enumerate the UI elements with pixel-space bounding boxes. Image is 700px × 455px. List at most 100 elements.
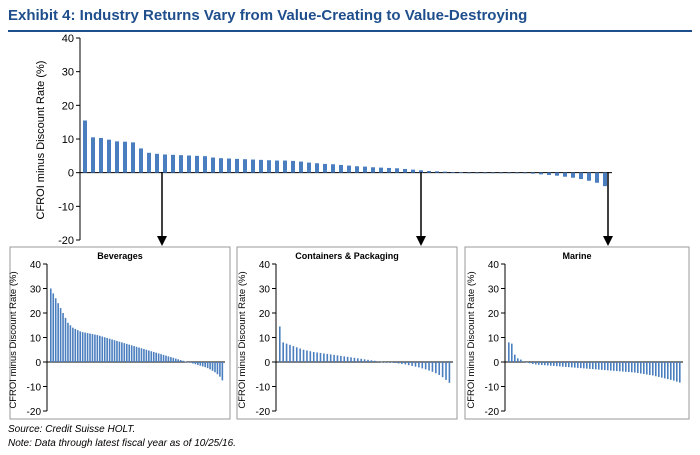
containers-bar <box>397 362 400 364</box>
main-bar <box>147 152 151 173</box>
main-bar <box>115 141 119 173</box>
marine-bar <box>598 362 600 370</box>
beverages-bar <box>54 298 57 362</box>
marine-bar <box>511 343 513 362</box>
main-bar <box>155 153 159 173</box>
marine-bar <box>634 362 636 373</box>
beverages-bar <box>192 362 194 364</box>
containers-bar <box>448 362 451 383</box>
main-bar <box>355 166 359 173</box>
marine-bar <box>640 362 642 374</box>
marine-bar <box>652 362 654 376</box>
main-bar <box>531 172 535 174</box>
marine-bar <box>592 362 594 370</box>
main-y-tick-label: -20 <box>58 235 74 247</box>
main-bar <box>547 172 551 176</box>
main-bar <box>259 159 263 173</box>
marine-bar <box>517 358 519 362</box>
main-bar <box>323 163 327 173</box>
marine-bar <box>553 362 555 366</box>
source-note: Source: Credit Suisse HOLT. <box>8 424 136 435</box>
beverages-bar <box>121 342 123 362</box>
beverages-bar <box>67 322 69 362</box>
main-bar <box>211 157 215 173</box>
marine-y-tick-label: 30 <box>488 285 500 296</box>
beverages-bar <box>143 349 145 362</box>
data-note: Note: Data through latest fiscal year as… <box>8 438 236 449</box>
beverages-bar <box>74 328 77 362</box>
marine-bar <box>547 362 549 366</box>
main-bar <box>403 168 407 173</box>
containers-panel-border <box>236 246 458 420</box>
beverages-bar <box>52 293 55 362</box>
main-bar <box>163 154 167 173</box>
beverages-bar <box>116 340 118 362</box>
containers-bar <box>363 359 366 362</box>
containers-bar <box>343 356 346 362</box>
main-bar <box>275 160 279 173</box>
marine-bar <box>526 362 528 363</box>
beverages-bar <box>91 334 94 362</box>
marine-y-tick-label: -20 <box>485 407 500 418</box>
beverages-y-tick-label: -10 <box>27 383 42 394</box>
main-bar <box>283 160 287 173</box>
containers-bar <box>370 360 373 362</box>
containers-bar <box>346 356 349 362</box>
main-bar <box>419 170 423 173</box>
beverages-bar <box>194 362 197 365</box>
beverages-bar <box>189 362 192 363</box>
beverages-bar <box>94 334 96 362</box>
main-bar <box>499 172 503 174</box>
containers-bar <box>282 342 284 362</box>
beverages-bar <box>199 362 202 366</box>
beverages-bar <box>174 358 177 362</box>
marine-bar <box>529 362 531 364</box>
main-y-tick-label: 30 <box>62 67 74 79</box>
beverages-bar <box>209 362 211 370</box>
main-bar <box>331 164 335 173</box>
containers-bar <box>299 348 301 362</box>
beverages-bar <box>140 348 143 362</box>
marine-bar <box>679 362 681 383</box>
main-bar <box>123 141 127 173</box>
marine-y-tick-label: 20 <box>488 309 500 320</box>
beverages-bar <box>197 362 199 365</box>
main-bar <box>523 172 527 174</box>
marine-bar <box>631 362 633 373</box>
beverages-bar <box>50 288 52 362</box>
main-bar <box>179 155 183 173</box>
containers-chart: Containers & Packaging 40 30 20 10 0 -10 -20 CFR… <box>236 246 458 420</box>
main-bar <box>475 172 479 174</box>
main-bar <box>299 161 303 173</box>
containers-bar <box>333 354 335 362</box>
beverages-bar <box>172 357 175 362</box>
arrow-to-marine <box>603 172 613 246</box>
marine-bar <box>577 362 579 368</box>
beverages-bar <box>179 360 182 362</box>
marine-bar <box>643 362 645 375</box>
main-bar <box>563 172 567 177</box>
main-bar <box>379 167 383 173</box>
beverages-bar <box>64 317 67 362</box>
beverages-bar <box>62 313 64 362</box>
main-bar <box>347 165 351 173</box>
beverages-bar <box>214 362 216 373</box>
containers-bar <box>329 354 332 362</box>
beverages-bar <box>216 362 219 375</box>
containers-bar <box>407 362 410 366</box>
main-bar <box>411 169 415 173</box>
beverages-bar <box>219 362 221 377</box>
marine-panel-title: Marine <box>562 251 591 261</box>
marine-bar <box>550 362 552 366</box>
main-bar <box>371 167 375 173</box>
containers-bar <box>323 353 325 362</box>
beverages-bar <box>221 362 224 381</box>
containers-bar <box>414 362 417 367</box>
marine-bar <box>676 362 678 382</box>
main-bar <box>555 172 559 176</box>
main-y-axis-label: CFROI minus Discount Rate (%) <box>35 61 47 220</box>
main-bar <box>507 172 511 174</box>
marine-chart: Marine 40 30 20 10 0 -10 -20 CFROI minus Discoun… <box>464 246 690 420</box>
main-bar <box>131 142 135 173</box>
